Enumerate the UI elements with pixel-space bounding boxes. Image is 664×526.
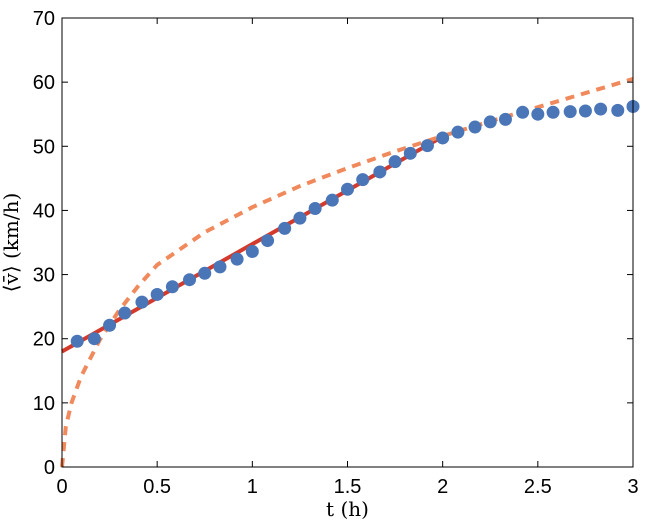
- data-point: [308, 202, 322, 215]
- data-point: [578, 104, 592, 118]
- data-point: [594, 102, 608, 116]
- data-point: [135, 295, 149, 309]
- x-tick-label: 2: [437, 476, 448, 498]
- data-point: [293, 211, 307, 225]
- data-point: [87, 332, 101, 346]
- y-tick-label: 30: [33, 265, 55, 287]
- data-point: [420, 139, 434, 153]
- x-tick-label: 3: [627, 476, 638, 498]
- data-point: [611, 103, 625, 117]
- y-tick-label: 50: [33, 136, 55, 158]
- data-point: [563, 105, 577, 119]
- data-point: [388, 155, 402, 169]
- data-point: [483, 115, 497, 129]
- data-point: [341, 182, 354, 196]
- data-point: [546, 105, 560, 119]
- data-point: [468, 120, 482, 134]
- data-point: [165, 280, 179, 294]
- data-point: [278, 221, 292, 235]
- x-tick-label: 0: [56, 476, 67, 498]
- data-point: [70, 334, 84, 348]
- data-point: [213, 260, 227, 274]
- data-point: [261, 234, 275, 248]
- data-point: [103, 318, 117, 332]
- data-point: [373, 165, 387, 179]
- y-tick-label: 10: [33, 393, 55, 415]
- y-tick-label: 60: [33, 72, 55, 94]
- data-point: [150, 287, 164, 301]
- data-point: [356, 173, 370, 187]
- y-tick-label: 70: [33, 8, 55, 30]
- x-tick-label: 2.5: [524, 476, 552, 498]
- data-point: [516, 105, 530, 119]
- data-point: [118, 306, 132, 320]
- data-point: [230, 252, 244, 266]
- data-point: [198, 266, 212, 280]
- y-tick-label: 0: [44, 457, 55, 479]
- data-point: [498, 112, 512, 126]
- x-tick-label: 0.5: [143, 476, 171, 498]
- data-point: [325, 193, 339, 207]
- data-point: [436, 131, 450, 145]
- data-point: [403, 146, 417, 160]
- x-tick-label: 1: [247, 476, 258, 498]
- data-point: [531, 107, 545, 121]
- y-tick-label: 20: [33, 329, 55, 351]
- plot-layer: [60, 77, 640, 468]
- data-point: [451, 125, 465, 139]
- data-point: [245, 244, 259, 258]
- data-point: [183, 273, 197, 287]
- y-axis-label: ⟨v̄⟩ (km/h): [0, 193, 23, 293]
- y-tick-label: 40: [33, 200, 55, 222]
- dashed-fit-curve: [60, 77, 634, 468]
- x-tick-label: 1.5: [334, 476, 362, 498]
- x-axis-label: t (h): [326, 497, 369, 521]
